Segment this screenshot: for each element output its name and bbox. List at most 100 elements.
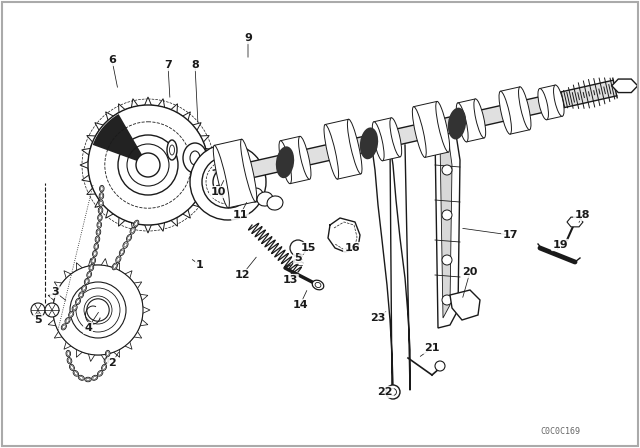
Ellipse shape: [72, 305, 77, 311]
Circle shape: [202, 156, 254, 208]
Ellipse shape: [95, 236, 100, 242]
Ellipse shape: [92, 375, 98, 380]
Ellipse shape: [73, 370, 79, 376]
Ellipse shape: [116, 256, 121, 263]
Ellipse shape: [112, 263, 117, 270]
Text: 19: 19: [552, 240, 568, 250]
Ellipse shape: [106, 352, 109, 356]
Polygon shape: [450, 290, 480, 320]
Text: 21: 21: [424, 343, 440, 353]
Ellipse shape: [106, 350, 110, 357]
Polygon shape: [567, 217, 583, 227]
Text: 22: 22: [377, 387, 393, 397]
Text: 15: 15: [300, 243, 316, 253]
Polygon shape: [280, 136, 310, 184]
Ellipse shape: [456, 103, 468, 142]
Polygon shape: [500, 87, 529, 134]
Ellipse shape: [312, 280, 324, 290]
Circle shape: [88, 105, 208, 225]
Circle shape: [31, 303, 45, 317]
Ellipse shape: [95, 245, 98, 249]
Ellipse shape: [84, 377, 92, 382]
Ellipse shape: [247, 188, 263, 202]
Ellipse shape: [84, 278, 89, 284]
Text: 18: 18: [574, 210, 589, 220]
Ellipse shape: [94, 243, 99, 250]
Ellipse shape: [113, 264, 116, 268]
Text: 8: 8: [191, 60, 199, 70]
Ellipse shape: [257, 192, 273, 206]
Polygon shape: [435, 128, 460, 328]
Circle shape: [118, 135, 178, 195]
Circle shape: [53, 265, 143, 355]
Polygon shape: [372, 145, 410, 395]
Ellipse shape: [131, 228, 134, 233]
Ellipse shape: [83, 286, 86, 290]
Ellipse shape: [448, 108, 466, 139]
Ellipse shape: [324, 125, 339, 179]
Ellipse shape: [390, 118, 402, 157]
Polygon shape: [413, 101, 449, 157]
Ellipse shape: [97, 230, 100, 234]
Ellipse shape: [61, 324, 67, 330]
Ellipse shape: [298, 136, 311, 179]
Text: 11: 11: [232, 210, 248, 220]
Ellipse shape: [62, 325, 65, 329]
Ellipse shape: [93, 376, 97, 379]
Circle shape: [386, 385, 400, 399]
Ellipse shape: [105, 359, 108, 362]
Polygon shape: [540, 85, 563, 120]
Ellipse shape: [80, 293, 83, 297]
Ellipse shape: [100, 185, 104, 192]
Ellipse shape: [100, 201, 102, 205]
Text: C0C0C169: C0C0C169: [540, 427, 580, 436]
Ellipse shape: [93, 250, 97, 257]
Ellipse shape: [267, 196, 283, 210]
Ellipse shape: [90, 266, 93, 270]
Polygon shape: [374, 118, 400, 161]
Polygon shape: [46, 258, 150, 362]
Ellipse shape: [93, 252, 96, 256]
Text: 14: 14: [292, 300, 308, 310]
Ellipse shape: [99, 193, 104, 199]
Ellipse shape: [68, 359, 71, 362]
Ellipse shape: [70, 366, 74, 369]
Ellipse shape: [70, 364, 74, 370]
Ellipse shape: [79, 292, 84, 298]
Ellipse shape: [77, 300, 79, 303]
Circle shape: [70, 282, 126, 338]
Ellipse shape: [372, 122, 384, 161]
Ellipse shape: [104, 358, 109, 364]
Ellipse shape: [76, 298, 81, 305]
Polygon shape: [458, 99, 484, 142]
Ellipse shape: [99, 208, 102, 212]
Polygon shape: [214, 139, 256, 208]
Ellipse shape: [117, 257, 120, 261]
Text: 9: 9: [244, 33, 252, 43]
Text: 5: 5: [294, 253, 302, 263]
Ellipse shape: [97, 370, 103, 376]
Polygon shape: [325, 119, 361, 179]
Ellipse shape: [99, 207, 103, 214]
Ellipse shape: [67, 358, 72, 364]
Ellipse shape: [66, 350, 70, 357]
Circle shape: [435, 361, 445, 371]
Ellipse shape: [279, 141, 291, 184]
Ellipse shape: [538, 89, 548, 120]
Ellipse shape: [100, 194, 103, 198]
Ellipse shape: [66, 319, 69, 323]
Circle shape: [442, 295, 452, 305]
Text: 10: 10: [211, 187, 226, 197]
Ellipse shape: [68, 311, 74, 317]
Text: 5: 5: [34, 315, 42, 325]
Ellipse shape: [82, 285, 86, 291]
Ellipse shape: [102, 366, 106, 369]
Ellipse shape: [412, 107, 426, 157]
Circle shape: [190, 144, 266, 220]
Text: 20: 20: [462, 267, 477, 277]
Circle shape: [45, 303, 59, 317]
Ellipse shape: [119, 249, 125, 255]
Ellipse shape: [87, 271, 92, 278]
Ellipse shape: [79, 376, 83, 379]
Text: 2: 2: [108, 358, 116, 368]
